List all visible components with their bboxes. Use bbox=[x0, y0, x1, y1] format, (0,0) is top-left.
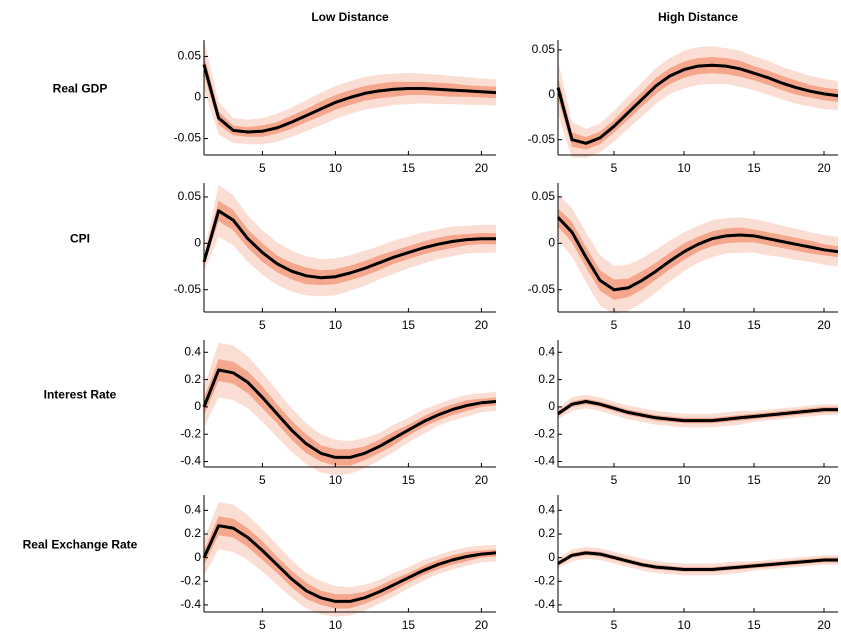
x-tick-label: 15 bbox=[402, 618, 416, 632]
x-tick-label: 5 bbox=[611, 318, 618, 332]
x-tick-label: 10 bbox=[329, 473, 343, 487]
y-tick-label: 0.05 bbox=[178, 49, 202, 63]
y-tick-label: -0.2 bbox=[534, 426, 555, 440]
line bbox=[202, 209, 496, 280]
x-tick-label: 15 bbox=[747, 473, 761, 487]
x-tick-label: 15 bbox=[402, 318, 416, 332]
x-tick-label: 5 bbox=[259, 473, 266, 487]
y-tick-label: 0.05 bbox=[178, 189, 202, 203]
y-tick-label: -0.4 bbox=[180, 454, 201, 468]
band bbox=[558, 547, 838, 576]
y-tick-label: -0.05 bbox=[174, 131, 202, 145]
y-tick-label: 0 bbox=[548, 235, 555, 249]
band bbox=[558, 550, 838, 572]
row-title: Real Exchange Rate bbox=[23, 538, 138, 552]
band bbox=[558, 398, 838, 424]
y-tick-label: 0 bbox=[194, 399, 201, 413]
y-tick-label: 0.2 bbox=[184, 526, 201, 540]
y-tick-label: 0.4 bbox=[184, 503, 201, 517]
x-tick-label: 20 bbox=[475, 161, 489, 175]
y-tick-label: -0.05 bbox=[174, 282, 202, 296]
y-tick-label: 0 bbox=[194, 550, 201, 564]
x-tick-label: 5 bbox=[259, 618, 266, 632]
x-tick-label: 10 bbox=[329, 318, 343, 332]
x-tick-label: 10 bbox=[677, 618, 691, 632]
y-tick-label: -0.2 bbox=[534, 573, 555, 587]
x-tick-label: 10 bbox=[329, 161, 343, 175]
x-tick-label: 15 bbox=[747, 161, 761, 175]
x-tick-label: 5 bbox=[611, 618, 618, 632]
column-title: Low Distance bbox=[311, 10, 389, 24]
y-tick-label: -0.4 bbox=[180, 597, 201, 611]
column-title: High Distance bbox=[658, 10, 738, 24]
y-tick-label: 0 bbox=[548, 399, 555, 413]
x-tick-label: 20 bbox=[817, 161, 831, 175]
y-tick-label: -0.4 bbox=[534, 454, 555, 468]
y-tick-label: 0.2 bbox=[538, 526, 555, 540]
x-tick-label: 20 bbox=[475, 618, 489, 632]
x-tick-label: 10 bbox=[677, 161, 691, 175]
y-tick-label: 0 bbox=[548, 87, 555, 101]
x-tick-label: 10 bbox=[677, 473, 691, 487]
row-title: Interest Rate bbox=[44, 388, 117, 402]
line bbox=[557, 551, 838, 571]
line bbox=[202, 368, 497, 459]
band bbox=[204, 54, 496, 137]
x-tick-label: 5 bbox=[259, 318, 266, 332]
x-tick-label: 20 bbox=[817, 618, 831, 632]
band bbox=[558, 194, 838, 314]
row-title: CPI bbox=[70, 232, 90, 246]
y-tick-label: 0.2 bbox=[538, 372, 555, 386]
line bbox=[202, 64, 497, 134]
y-tick-label: -0.4 bbox=[534, 597, 555, 611]
y-tick-label: -0.05 bbox=[528, 132, 556, 146]
x-tick-label: 5 bbox=[259, 161, 266, 175]
y-tick-label: -0.05 bbox=[528, 282, 556, 296]
x-tick-label: 5 bbox=[611, 473, 618, 487]
y-tick-label: 0.05 bbox=[532, 189, 556, 203]
x-tick-label: 20 bbox=[475, 473, 489, 487]
x-tick-label: 10 bbox=[677, 318, 691, 332]
x-tick-label: 15 bbox=[402, 161, 416, 175]
band bbox=[204, 359, 496, 466]
x-tick-label: 10 bbox=[329, 618, 343, 632]
row-title: Real GDP bbox=[53, 82, 108, 96]
x-tick-label: 5 bbox=[611, 161, 618, 175]
y-tick-label: 0 bbox=[194, 235, 201, 249]
y-tick-label: 0.05 bbox=[532, 42, 556, 56]
line bbox=[202, 524, 497, 603]
y-tick-label: 0.4 bbox=[184, 344, 201, 358]
line bbox=[557, 400, 838, 423]
band bbox=[204, 342, 496, 476]
x-tick-label: 20 bbox=[817, 318, 831, 332]
line bbox=[556, 216, 839, 292]
x-tick-label: 20 bbox=[817, 473, 831, 487]
line bbox=[556, 63, 839, 145]
y-tick-label: -0.2 bbox=[180, 573, 201, 587]
band bbox=[558, 394, 838, 428]
x-tick-label: 15 bbox=[402, 473, 416, 487]
x-tick-label: 15 bbox=[747, 318, 761, 332]
y-tick-label: 0.2 bbox=[184, 372, 201, 386]
y-tick-label: -0.2 bbox=[180, 426, 201, 440]
x-tick-label: 20 bbox=[475, 318, 489, 332]
y-tick-label: 0 bbox=[548, 550, 555, 564]
band bbox=[204, 516, 496, 609]
y-tick-label: 0.4 bbox=[538, 503, 555, 517]
y-tick-label: 0 bbox=[194, 90, 201, 104]
band bbox=[558, 57, 838, 150]
x-tick-label: 15 bbox=[747, 618, 761, 632]
y-tick-label: 0.4 bbox=[538, 344, 555, 358]
